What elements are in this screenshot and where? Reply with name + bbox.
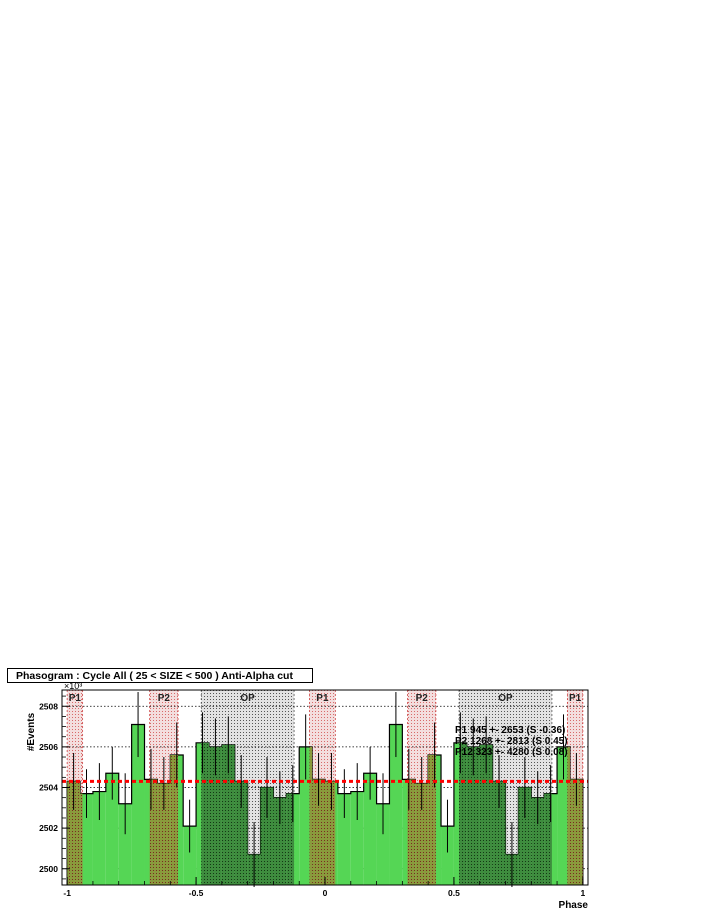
region-label-3: P1 — [316, 693, 329, 704]
histogram-bar-22 — [350, 791, 364, 885]
x-tick-label-0: -1 — [63, 888, 71, 898]
histogram-bar-21 — [337, 793, 351, 885]
stats-line-2: P12 323 +- 4280 (S 0.08) — [455, 747, 568, 758]
histogram-bar-38 — [557, 781, 570, 885]
stats-line-0: P1 945 +- 2653 (S -0.36) — [455, 725, 565, 736]
histogram-bar-2 — [92, 791, 106, 885]
region-label-5: OP — [498, 693, 513, 704]
x-tick-label-3: 0.5 — [448, 888, 460, 898]
x-tick-label-4: 1 — [580, 888, 585, 898]
y-tick-label-3: 2506 — [39, 742, 58, 752]
region-label-6: P1 — [569, 693, 582, 704]
histogram-bar-23 — [363, 781, 377, 885]
histogram-bar-29 — [441, 826, 454, 885]
histogram-bar-18 — [299, 781, 313, 885]
histogram-bar-5 — [131, 781, 145, 885]
histogram-bar-1 — [80, 793, 93, 885]
stats-line-1: P2 1268 +- 2813 (S 0.45) — [455, 736, 568, 747]
y-axis-multiplier: ×10³ — [64, 681, 82, 691]
histogram-bar-9 — [183, 826, 197, 885]
chart-title: Phasogram : Cycle All ( 25 < SIZE < 500 … — [7, 668, 313, 683]
y-tick-label-4: 2508 — [39, 701, 58, 711]
histogram-bar-25 — [389, 781, 403, 885]
region-label-4: P2 — [416, 693, 429, 704]
x-tick-label-1: -0.5 — [189, 888, 204, 898]
region-label-0: P1 — [69, 693, 82, 704]
region-label-1: P2 — [158, 693, 171, 704]
histogram-bar-3 — [105, 781, 119, 885]
x-tick-label-2: 0 — [323, 888, 328, 898]
histogram-bar-4 — [118, 803, 132, 885]
x-axis-label: Phase — [559, 900, 589, 911]
y-tick-label-2: 2504 — [39, 783, 58, 793]
y-tick-label-1: 2502 — [39, 823, 58, 833]
region-label-2: OP — [240, 693, 255, 704]
y-axis-label: #Events — [26, 712, 37, 751]
histogram-bar-24 — [376, 803, 390, 885]
y-tick-label-0: 2500 — [39, 864, 58, 874]
